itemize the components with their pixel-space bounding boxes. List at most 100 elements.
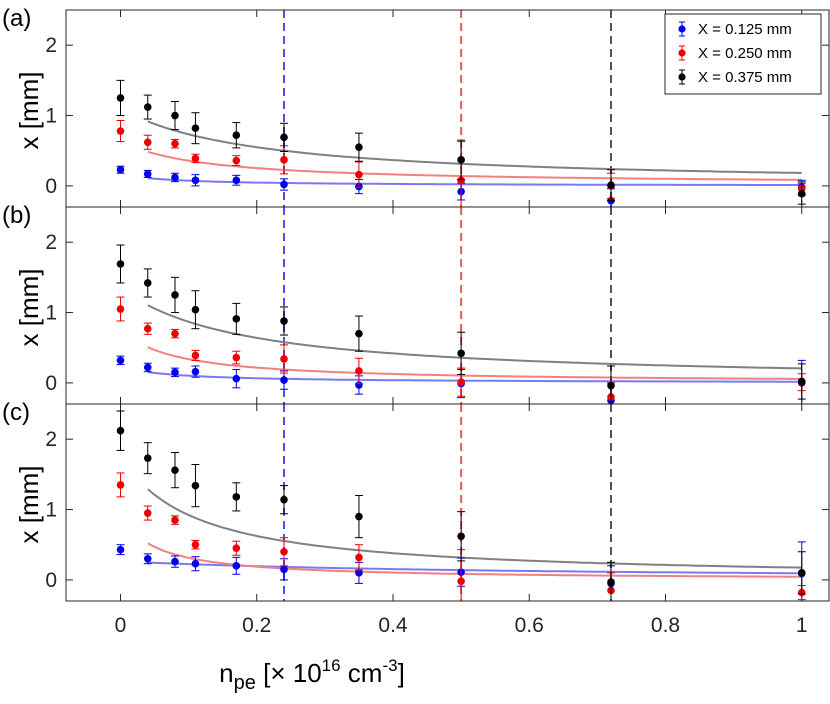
x-tick-label: 0.4 — [378, 614, 408, 637]
data-point — [232, 562, 241, 570]
data-point — [116, 426, 125, 435]
panel-plot-area — [116, 244, 806, 404]
x-axis-label-sup2: -3 — [382, 656, 397, 675]
data-point — [232, 156, 241, 165]
x-tick-label: 1 — [796, 614, 808, 637]
data-point — [355, 170, 363, 179]
legend-marker — [678, 49, 686, 57]
fit-curve — [147, 150, 802, 181]
data-point — [191, 176, 200, 185]
panel-2: 0 1 2 (b) x [mm] — [2, 202, 830, 405]
data-point — [171, 368, 179, 377]
panel-plot-area — [116, 410, 806, 601]
x-axis-label-unit: cm — [341, 658, 383, 688]
data-point — [280, 495, 288, 504]
x-axis-label-base: n — [219, 658, 233, 688]
data-point — [280, 133, 288, 142]
panel-label: (c) — [2, 399, 30, 426]
panel-1: 0 1 2 (a) x [mm] — [2, 5, 830, 208]
data-point — [116, 165, 125, 174]
data-point — [143, 103, 152, 111]
fit-curve — [147, 561, 802, 575]
fit-curve — [147, 371, 802, 383]
fit-curve — [147, 120, 802, 174]
x-tick-label: 0.8 — [651, 614, 680, 637]
y-tick-label: 2 — [45, 231, 57, 254]
data-point — [171, 139, 179, 148]
data-point — [280, 156, 288, 164]
data-point — [232, 374, 241, 383]
data-point — [171, 291, 179, 299]
fit-curve — [147, 304, 802, 370]
data-point — [232, 493, 241, 501]
data-point — [143, 363, 152, 372]
data-point — [143, 279, 152, 287]
plot-layer: 0 1 2 (a) x [mm] 0 1 2 (b) x [mm] 0 1 2 (c) x [mm] 0 0.2… — [2, 5, 830, 637]
x-axis-label-sub: pe — [234, 672, 256, 694]
panel-plot-area — [116, 79, 806, 207]
data-point — [607, 578, 615, 586]
data-point — [171, 466, 179, 474]
data-point — [607, 181, 615, 189]
x-axis-label: npe [× 1016 cm-3] — [219, 656, 405, 694]
data-point — [191, 481, 200, 490]
data-point — [232, 176, 241, 185]
y-axis-label: x [mm] — [14, 269, 44, 347]
data-point — [171, 111, 179, 120]
data-point — [143, 324, 152, 333]
data-point — [457, 577, 465, 586]
data-point — [280, 565, 288, 574]
data-point — [191, 367, 200, 376]
y-tick-label: 1 — [45, 499, 57, 522]
data-point — [280, 547, 288, 556]
y-axis-label: x [mm] — [14, 72, 44, 150]
data-point — [457, 378, 465, 386]
panel-3: 0 1 2 (c) x [mm] — [2, 399, 830, 602]
data-point — [143, 170, 152, 178]
data-point — [191, 305, 200, 314]
data-point — [355, 569, 363, 577]
legend-marker — [678, 25, 686, 33]
data-point — [191, 124, 200, 132]
data-point — [116, 94, 125, 102]
data-point — [355, 367, 363, 375]
legend-marker — [678, 73, 686, 81]
x-axis-label-close: ] — [398, 658, 405, 688]
fit-curve — [147, 488, 802, 569]
y-axis-label: x [mm] — [14, 466, 44, 544]
y-tick-label: 2 — [45, 428, 57, 451]
data-point — [457, 176, 465, 185]
data-point — [116, 356, 125, 365]
fit-curve — [147, 542, 802, 578]
data-point — [191, 559, 200, 568]
x-axis-label-open: [× 10 — [256, 658, 322, 688]
data-point — [280, 355, 288, 363]
data-point — [191, 351, 200, 360]
data-point — [143, 454, 152, 462]
data-point — [191, 540, 200, 549]
data-point — [171, 516, 179, 524]
data-point — [457, 349, 465, 358]
data-point — [191, 154, 200, 163]
data-point — [171, 329, 179, 338]
y-tick-label: 0 — [45, 175, 57, 198]
data-point — [232, 544, 241, 553]
data-point — [116, 481, 125, 489]
data-point — [171, 557, 179, 566]
panel-label: (a) — [2, 5, 31, 32]
data-point — [607, 381, 615, 390]
legend: X = 0.125 mm X = 0.250 mm X = 0.375 mm — [664, 13, 822, 95]
y-tick-label: 0 — [45, 372, 57, 395]
y-tick-label: 1 — [45, 105, 57, 128]
data-point — [457, 156, 465, 164]
data-point — [280, 180, 288, 189]
data-point — [355, 512, 363, 521]
x-tick-label: 0 — [115, 614, 127, 637]
data-point — [232, 131, 241, 140]
data-point — [457, 532, 465, 541]
x-axis-label-sup1: 16 — [322, 656, 341, 675]
panel-label: (b) — [2, 202, 31, 229]
data-point — [355, 553, 363, 562]
legend-label: X = 0.125 mm — [698, 21, 792, 38]
